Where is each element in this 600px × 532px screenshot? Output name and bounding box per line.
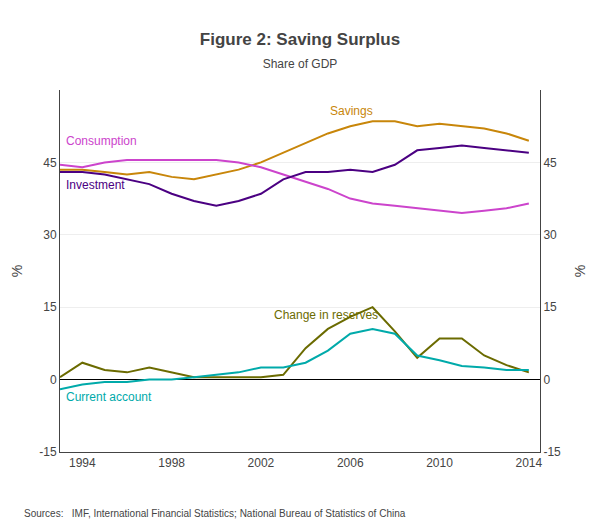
svg-text:%: %	[9, 265, 25, 277]
svg-text:45: 45	[43, 156, 57, 170]
svg-text:-15: -15	[39, 445, 57, 459]
svg-text:Figure 2: Saving Surplus: Figure 2: Saving Surplus	[200, 30, 400, 49]
svg-text:15: 15	[43, 300, 57, 314]
svg-text:0: 0	[50, 373, 57, 387]
svg-text:Savings: Savings	[330, 104, 373, 118]
svg-text:Consumption: Consumption	[66, 134, 137, 148]
svg-text:2006: 2006	[337, 456, 364, 470]
svg-text:Current account: Current account	[66, 390, 152, 404]
svg-text:%: %	[572, 265, 588, 277]
svg-text:1994: 1994	[69, 456, 96, 470]
svg-text:Share of GDP: Share of GDP	[263, 57, 338, 71]
svg-text:30: 30	[543, 228, 557, 242]
svg-text:Change in reserves: Change in reserves	[274, 308, 378, 322]
svg-text:Investment: Investment	[66, 178, 125, 192]
svg-text:45: 45	[543, 156, 557, 170]
svg-text:Sources: IMF, International: Sources: IMF, International Financial St…	[24, 508, 406, 519]
svg-text:30: 30	[43, 228, 57, 242]
svg-text:2002: 2002	[248, 456, 275, 470]
svg-text:2010: 2010	[426, 456, 453, 470]
svg-text:15: 15	[543, 300, 557, 314]
svg-text:0: 0	[543, 373, 550, 387]
svg-text:-15: -15	[543, 445, 561, 459]
svg-text:2014: 2014	[515, 456, 542, 470]
svg-text:1998: 1998	[158, 456, 185, 470]
